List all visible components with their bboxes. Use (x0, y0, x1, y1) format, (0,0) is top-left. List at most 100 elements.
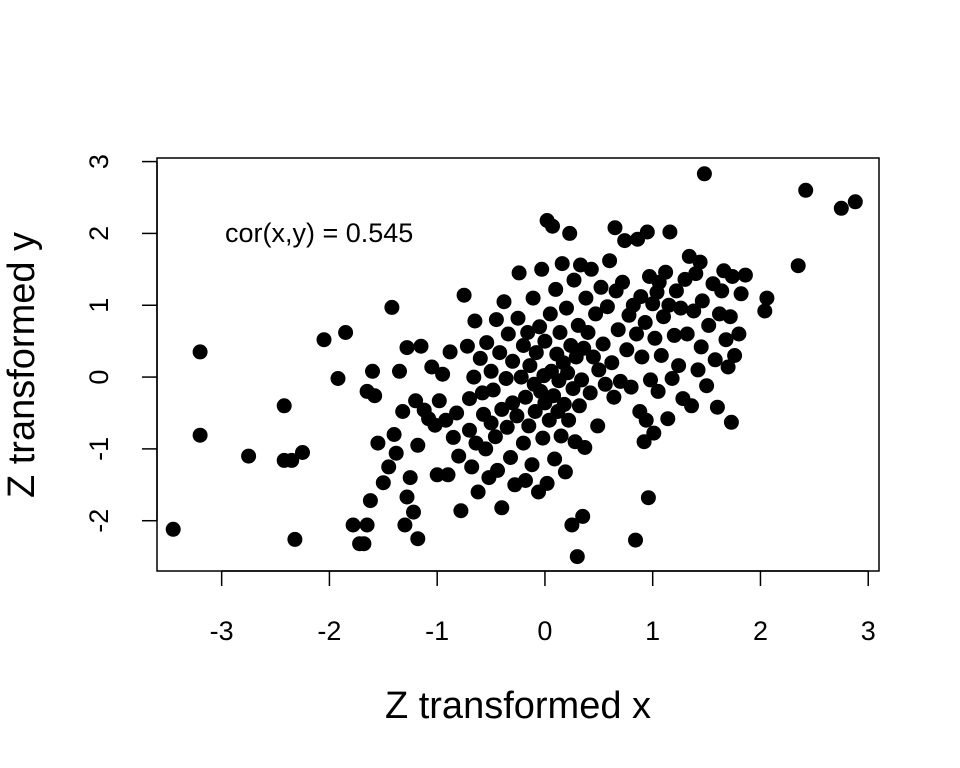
data-point (561, 412, 577, 428)
data-point (733, 286, 749, 302)
data-point (615, 274, 630, 290)
data-point (499, 419, 515, 435)
data-point (638, 412, 654, 428)
data-point (560, 365, 576, 381)
data-point (386, 427, 402, 442)
data-point (442, 344, 458, 360)
data-point (537, 333, 553, 349)
data-point (284, 452, 300, 468)
data-point (522, 358, 538, 374)
data-point (534, 261, 550, 277)
data-point (509, 408, 525, 424)
x-axis: -3 -2 -1 0 1 2 3 (210, 570, 876, 646)
data-point (577, 440, 593, 455)
data-point (467, 313, 483, 329)
x-tick-label: -1 (425, 616, 449, 646)
data-point (478, 441, 494, 457)
data-point (661, 297, 677, 313)
data-point (637, 315, 653, 330)
data-point (165, 521, 181, 537)
data-point (485, 382, 501, 398)
data-point (709, 399, 725, 415)
data-point (524, 457, 540, 473)
x-axis-label: Z transformed x (385, 685, 651, 727)
data-point (574, 372, 590, 388)
data-point (365, 363, 380, 379)
data-point (602, 253, 618, 269)
data-point (757, 303, 773, 319)
data-point (241, 448, 257, 464)
data-point (505, 353, 521, 369)
data-point (647, 330, 663, 346)
data-point (724, 269, 740, 284)
data-point (694, 293, 710, 309)
data-point (287, 531, 303, 547)
data-point (636, 434, 652, 450)
data-point (381, 459, 397, 475)
data-point (388, 445, 404, 461)
data-point (192, 344, 208, 360)
data-point (557, 464, 573, 480)
data-point (438, 412, 454, 428)
data-point (338, 325, 354, 340)
data-point (653, 348, 669, 363)
data-point (424, 359, 440, 375)
data-point (356, 536, 372, 552)
data-point (645, 296, 661, 312)
data-point (595, 336, 611, 352)
data-point (591, 362, 607, 378)
data-point (494, 500, 510, 516)
data-point (483, 363, 499, 379)
data-point (451, 448, 467, 464)
data-point (535, 430, 551, 446)
data-point (628, 532, 643, 548)
x-tick-label: -3 (210, 616, 234, 646)
data-point (552, 325, 568, 340)
data-point (511, 265, 527, 281)
data-point (790, 258, 806, 274)
data-point (367, 388, 383, 404)
data-point (518, 389, 533, 405)
data-point (554, 256, 570, 272)
data-point (640, 490, 656, 506)
data-point (402, 470, 418, 486)
y-tick-label: 0 (84, 370, 114, 385)
data-point (362, 493, 378, 509)
data-point (521, 418, 537, 434)
data-point (633, 289, 649, 305)
data-point (510, 310, 526, 326)
y-axis: -2 -1 0 1 2 3 (84, 154, 158, 533)
data-point (668, 283, 684, 299)
data-point (359, 517, 375, 533)
data-point (399, 340, 415, 356)
points-layer (165, 166, 863, 565)
data-point (399, 489, 415, 505)
data-point (759, 290, 775, 306)
x-tick-label: 2 (753, 616, 768, 646)
data-point (548, 281, 564, 297)
y-tick-label: -2 (84, 509, 114, 533)
data-point (492, 345, 508, 361)
data-point (583, 261, 599, 277)
data-point (410, 437, 426, 453)
data-point (370, 435, 386, 451)
data-point (515, 338, 531, 353)
data-point (619, 342, 635, 358)
data-point (395, 404, 411, 419)
data-point (413, 338, 429, 354)
data-point (679, 326, 695, 342)
data-point (629, 326, 644, 342)
data-point (490, 462, 505, 478)
data-point (623, 379, 639, 395)
data-point (539, 475, 555, 491)
data-point (727, 348, 743, 363)
data-point (462, 391, 477, 407)
data-point (585, 349, 601, 365)
data-point (330, 371, 346, 386)
data-point (528, 345, 544, 361)
data-point (590, 418, 606, 434)
data-point (564, 517, 580, 533)
data-point (527, 404, 543, 419)
data-point (696, 166, 712, 182)
